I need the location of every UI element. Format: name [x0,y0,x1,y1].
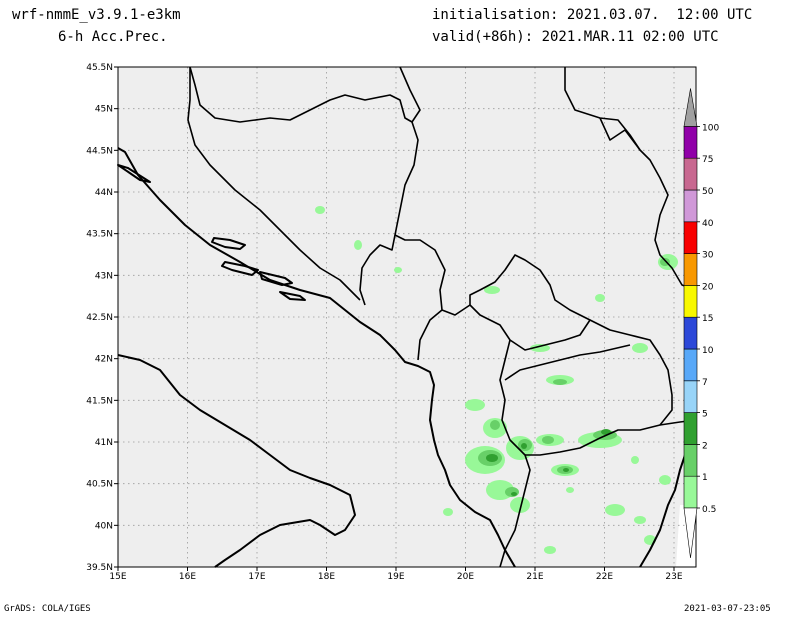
lat-tick-label: 40N [95,521,113,531]
colorbar-segment [683,221,698,254]
lon-tick-label: 15E [109,572,126,582]
colorbar-segment [683,475,698,509]
colorbar-label: 20 [702,282,714,292]
latitude-axis: 45.5N 45N 44.5N 44N 43.5N 43N 42.5N 42N 41.5N 41N… [86,63,118,573]
plot-timestamp: 2021-03-07-23:05 [684,604,771,614]
colorbar-segment [683,444,698,477]
colorbar-segment [683,348,698,382]
colorbar-label: 1 [702,473,708,483]
country-borders [187,66,697,568]
colorbar: 0.5 1 2 5 7 10 15 20 30 40 50 75 100 [683,88,719,559]
colorbar-cap [683,88,698,127]
grid-lines [118,67,696,567]
precipitation-areas [315,206,678,554]
colorbar-label: 2 [702,441,708,451]
valid-time: valid(+86h): 2021.MAR.11 02:00 UTC [432,29,719,45]
lon-tick-label: 22E [596,572,613,582]
colorbar-label: 0.5 [702,505,716,515]
model-title: wrf-nmmE_v3.9.1-e3km [12,7,181,23]
lat-tick-label: 45.5N [86,63,113,73]
lat-tick-label: 40.5N [86,480,113,490]
colorbar-label: 75 [702,155,713,165]
lon-tick-label: 20E [457,572,474,582]
lat-tick-label: 41.5N [86,396,113,406]
lon-tick-label: 19E [387,572,404,582]
colorbar-segment [683,126,698,159]
lon-tick-label: 16E [179,572,196,582]
lat-tick-label: 42N [95,355,113,365]
colorbar-bottom-cap [683,507,698,559]
colorbar-segment [683,157,698,191]
grads-credit: GrADS: COLA/IGES [4,604,91,614]
colorbar-label: 5 [702,410,708,420]
lat-tick-label: 43N [95,271,113,281]
lat-tick-label: 39.5N [86,563,113,573]
lon-tick-label: 18E [318,572,335,582]
colorbar-segment [683,253,698,286]
lat-tick-label: 45N [95,105,113,115]
coastlines [117,147,697,568]
colorbar-segment [683,189,698,223]
initialisation-time: initialisation: 2021.03.07. 12:00 UTC [432,7,753,23]
lon-tick-label: 21E [526,572,543,582]
colorbar-label: 10 [702,346,714,356]
colorbar-label: 50 [702,187,714,197]
colorbar-segment [683,285,698,318]
colorbar-segment [683,316,698,350]
colorbar-label: 100 [702,123,719,133]
colorbar-label: 15 [702,314,713,324]
lon-tick-label: 17E [248,572,265,582]
colorbar-segment [683,412,698,445]
colorbar-label: 40 [702,219,714,229]
lat-tick-label: 44N [95,188,113,198]
colorbar-label: 7 [702,378,708,388]
colorbar-segment [683,380,698,413]
lon-tick-label: 23E [665,572,682,582]
colorbar-label: 30 [702,251,714,261]
lat-tick-label: 41N [95,438,113,448]
longitude-axis: 15E 16E 17E 18E 19E 20E 21E 22E 23E [109,567,683,582]
lat-tick-label: 43.5N [86,230,113,240]
lat-tick-label: 42.5N [86,313,113,323]
field-title: 6-h Acc.Prec. [58,29,168,45]
lat-tick-label: 44.5N [86,146,113,156]
